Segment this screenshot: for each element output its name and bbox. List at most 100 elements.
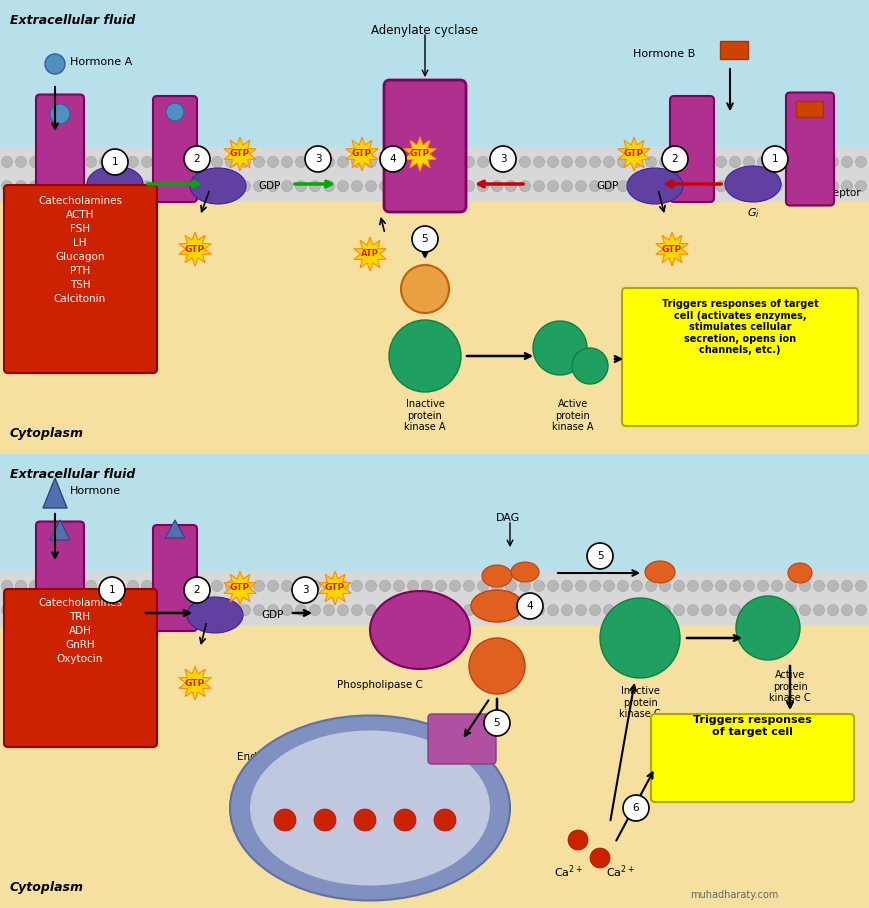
FancyBboxPatch shape xyxy=(4,185,157,373)
Circle shape xyxy=(623,795,649,821)
Circle shape xyxy=(351,580,362,591)
Text: Catecholamines
ACTH
FSH
LH
Glucagon
PTH
TSH
Calcitonin: Catecholamines ACTH FSH LH Glucagon PTH … xyxy=(38,196,122,304)
Circle shape xyxy=(435,605,447,616)
Text: GTP: GTP xyxy=(185,244,205,253)
Text: Extracellular fluid: Extracellular fluid xyxy=(10,14,136,27)
Circle shape xyxy=(394,181,404,192)
FancyBboxPatch shape xyxy=(36,521,84,635)
FancyBboxPatch shape xyxy=(36,94,84,208)
Circle shape xyxy=(855,181,866,192)
Bar xyxy=(720,41,748,59)
Circle shape xyxy=(323,580,335,591)
Bar xyxy=(796,101,823,117)
Circle shape xyxy=(715,580,726,591)
Circle shape xyxy=(30,181,41,192)
Circle shape xyxy=(169,580,181,591)
Circle shape xyxy=(45,54,65,74)
Text: Extracellular fluid: Extracellular fluid xyxy=(10,468,136,481)
Bar xyxy=(0,570,869,626)
Text: GTP: GTP xyxy=(325,584,345,593)
Circle shape xyxy=(30,580,41,591)
Circle shape xyxy=(687,156,699,167)
Text: Cytoplasm: Cytoplasm xyxy=(10,881,84,894)
Circle shape xyxy=(772,156,782,167)
Circle shape xyxy=(197,580,209,591)
Circle shape xyxy=(561,181,573,192)
Circle shape xyxy=(575,605,587,616)
Circle shape xyxy=(799,580,811,591)
Circle shape xyxy=(590,848,610,868)
Circle shape xyxy=(309,580,321,591)
Circle shape xyxy=(394,156,404,167)
Circle shape xyxy=(855,156,866,167)
Circle shape xyxy=(572,348,608,384)
Circle shape xyxy=(274,809,296,831)
Circle shape xyxy=(2,156,12,167)
Circle shape xyxy=(660,580,671,591)
Circle shape xyxy=(128,605,138,616)
Text: Ca$^{2+}$: Ca$^{2+}$ xyxy=(606,864,634,880)
Circle shape xyxy=(366,605,376,616)
Circle shape xyxy=(744,156,754,167)
Circle shape xyxy=(618,605,628,616)
Circle shape xyxy=(855,605,866,616)
Circle shape xyxy=(813,181,825,192)
Circle shape xyxy=(408,181,419,192)
Circle shape xyxy=(421,580,433,591)
Circle shape xyxy=(506,605,516,616)
Circle shape xyxy=(547,605,559,616)
Circle shape xyxy=(484,710,510,736)
Circle shape xyxy=(16,181,26,192)
Circle shape xyxy=(575,181,587,192)
Circle shape xyxy=(463,156,474,167)
Circle shape xyxy=(575,580,587,591)
Circle shape xyxy=(600,598,680,678)
Ellipse shape xyxy=(187,597,243,633)
Circle shape xyxy=(744,580,754,591)
Circle shape xyxy=(268,181,278,192)
Text: 4: 4 xyxy=(389,154,396,164)
Text: Receptor: Receptor xyxy=(813,188,860,198)
Polygon shape xyxy=(224,571,256,605)
Circle shape xyxy=(282,605,293,616)
Circle shape xyxy=(662,146,688,172)
Bar xyxy=(0,146,869,202)
Circle shape xyxy=(547,580,559,591)
Circle shape xyxy=(744,605,754,616)
Bar xyxy=(0,174,869,454)
Circle shape xyxy=(813,580,825,591)
Circle shape xyxy=(520,156,530,167)
Text: ATP: ATP xyxy=(361,250,379,259)
Text: Hormone B: Hormone B xyxy=(633,49,695,59)
Circle shape xyxy=(401,265,449,313)
Circle shape xyxy=(603,580,614,591)
Text: 5: 5 xyxy=(597,551,603,561)
Polygon shape xyxy=(354,237,386,271)
Circle shape xyxy=(421,156,433,167)
Circle shape xyxy=(394,605,404,616)
Circle shape xyxy=(632,156,642,167)
Circle shape xyxy=(43,181,55,192)
Text: 1: 1 xyxy=(112,157,118,167)
Circle shape xyxy=(268,156,278,167)
Circle shape xyxy=(492,156,502,167)
Circle shape xyxy=(744,181,754,192)
Text: GTP: GTP xyxy=(662,244,682,253)
Circle shape xyxy=(30,156,41,167)
Circle shape xyxy=(16,605,26,616)
Circle shape xyxy=(729,181,740,192)
Text: Cytoplasm: Cytoplasm xyxy=(10,427,84,440)
Circle shape xyxy=(561,156,573,167)
Circle shape xyxy=(292,577,318,603)
Text: Triggers responses of target
cell (activates enzymes,
stimulates cellular
secret: Triggers responses of target cell (activ… xyxy=(661,299,819,355)
Circle shape xyxy=(827,181,839,192)
Circle shape xyxy=(380,605,390,616)
Circle shape xyxy=(128,156,138,167)
Text: Inactive
protein
kinase C: Inactive protein kinase C xyxy=(620,686,660,719)
Text: 2: 2 xyxy=(194,154,201,164)
Circle shape xyxy=(211,181,222,192)
Circle shape xyxy=(351,605,362,616)
Circle shape xyxy=(183,181,195,192)
Circle shape xyxy=(142,605,152,616)
Circle shape xyxy=(646,580,656,591)
